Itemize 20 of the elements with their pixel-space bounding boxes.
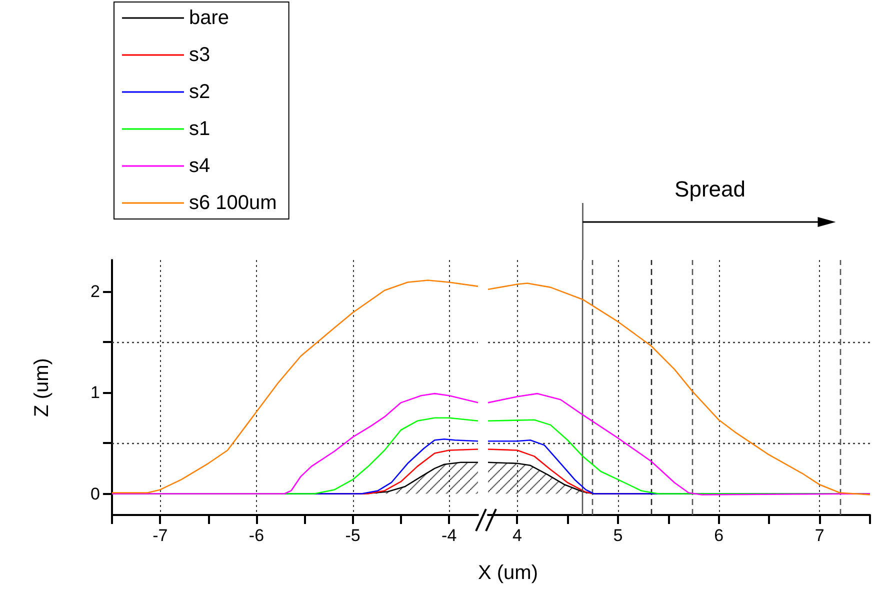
- text: Spread: [674, 176, 746, 202]
- x-axis-title: X (um): [478, 562, 538, 584]
- legend-label: s3: [189, 44, 210, 66]
- x-tick-label: 5: [613, 526, 623, 545]
- legend-label: s4: [189, 155, 210, 177]
- x-tick-label: -5: [345, 526, 360, 545]
- legend-label: s1: [189, 118, 210, 140]
- x-tick-label: 6: [714, 526, 724, 545]
- x-tick-label: -4: [442, 526, 457, 545]
- y-tick-label: 2: [90, 282, 100, 301]
- y-axis-title: Z (um): [31, 358, 53, 417]
- x-tick-label: -7: [152, 526, 168, 545]
- legend-label: bare: [189, 7, 230, 29]
- y-tick-label: 1: [90, 383, 100, 402]
- legend-label: s6 100um: [189, 192, 277, 214]
- x-tick-label: 7: [814, 526, 824, 545]
- x-tick-label: 4: [512, 526, 522, 545]
- y-tick-label: 0: [90, 484, 100, 504]
- x-tick-label: -6: [248, 526, 264, 545]
- legend-label: s2: [189, 81, 210, 103]
